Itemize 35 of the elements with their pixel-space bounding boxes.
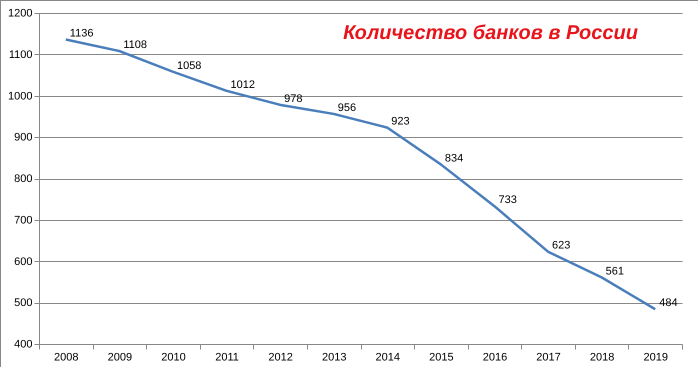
y-tick-label: 800 <box>14 173 32 185</box>
y-tick-label: 500 <box>14 297 32 310</box>
data-label: 956 <box>338 102 356 114</box>
chart-title: Количество банков в России <box>343 22 638 44</box>
y-tick-label: 1100 <box>8 48 32 61</box>
data-label: 834 <box>444 152 464 164</box>
y-tick-label: 900 <box>14 132 32 144</box>
x-tick-label: 2009 <box>108 352 132 364</box>
x-tick-label: 2008 <box>54 352 79 364</box>
line-series <box>64 38 656 310</box>
x-tick-label: 2015 <box>429 352 454 364</box>
data-label: 484 <box>659 297 678 310</box>
y-tick-label: 700 <box>14 214 32 226</box>
data-label: 1108 <box>123 39 148 52</box>
y-tick-label: 1000 <box>8 90 32 102</box>
x-tick-label: 2017 <box>536 352 561 364</box>
data-label: 561 <box>606 265 624 278</box>
x-tick-label: 2014 <box>376 352 400 364</box>
x-tick-label: 2010 <box>161 352 186 364</box>
y-tick-label: 1200 <box>8 8 32 20</box>
data-label: 978 <box>284 92 302 105</box>
data-label: 623 <box>552 240 570 252</box>
data-label: 1136 <box>70 27 94 40</box>
x-tick-label: 2012 <box>268 352 293 364</box>
data-label: 733 <box>498 194 517 206</box>
x-tick-label: 2016 <box>482 352 508 364</box>
x-tick-label: 2019 <box>643 352 668 364</box>
data-label: 923 <box>391 116 410 128</box>
x-tick-label: 2013 <box>322 352 346 364</box>
y-tick-label: 600 <box>14 256 32 268</box>
x-tick-label: 2018 <box>590 352 614 364</box>
x-tick-label: 2011 <box>215 352 239 364</box>
y-tick-label: 400 <box>14 338 32 350</box>
data-label: 1058 <box>176 60 202 72</box>
data-label: 1012 <box>230 78 256 91</box>
